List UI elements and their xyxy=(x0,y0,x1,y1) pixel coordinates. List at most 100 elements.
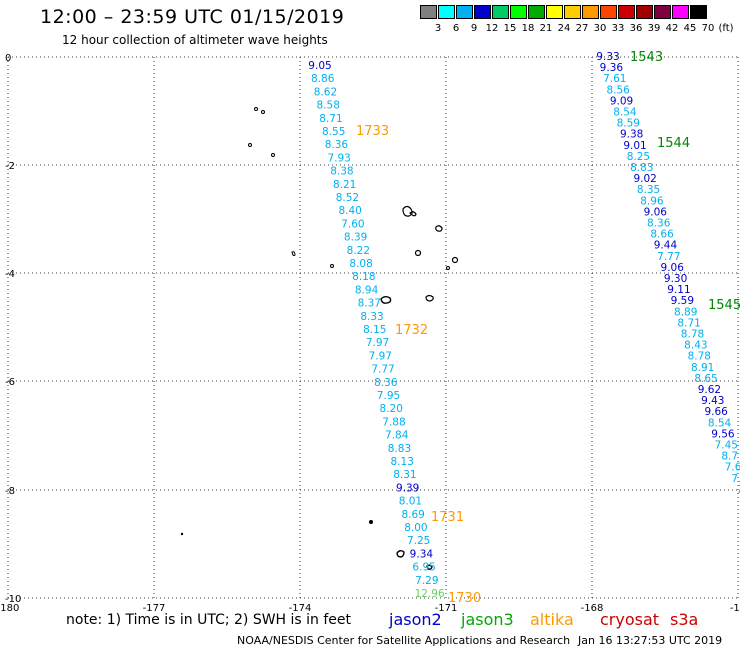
island-shape xyxy=(396,550,405,558)
wave-height-value: 8.69 xyxy=(401,509,424,521)
color-scale-label: 12 xyxy=(485,23,499,34)
wave-height-value: 9.09 xyxy=(610,95,633,107)
color-swatch xyxy=(618,5,635,19)
wave-height-value: 8.54 xyxy=(708,417,732,429)
wave-height-value: 9.02 xyxy=(633,173,656,185)
latitude-tick-label: -2 xyxy=(5,161,15,172)
wave-height-value: 8.13 xyxy=(391,456,414,468)
wave-height-value: 6.95 xyxy=(412,562,435,574)
wave-height-value: 8.78 xyxy=(688,351,711,363)
wave-height-value: 9.33 xyxy=(596,51,619,63)
wave-height-value: 8.65 xyxy=(694,373,717,385)
wave-height-value: 7.97 xyxy=(369,350,392,362)
color-swatch xyxy=(438,5,455,19)
wave-height-value: 8.43 xyxy=(684,340,707,352)
wave-height-value: 8.36 xyxy=(647,218,671,230)
color-scale-label: 70 xyxy=(701,23,715,34)
wave-height-value: 8.39 xyxy=(344,232,367,244)
wave-height-value: 7.95 xyxy=(377,390,400,402)
wave-height-value: 8.78 xyxy=(681,329,704,341)
wave-height-value: 7.25 xyxy=(407,535,430,547)
wave-height-value: 8.86 xyxy=(311,73,335,85)
color-swatch xyxy=(654,5,671,19)
color-swatch xyxy=(636,5,653,19)
color-scale-label: 3 xyxy=(434,23,442,34)
wave-height-value: 8.54 xyxy=(613,107,637,119)
color-scale-label: 15 xyxy=(503,23,517,34)
island-shape xyxy=(451,256,459,264)
wave-height-value: 8.36 xyxy=(374,377,398,389)
wave-height-value: 7. xyxy=(731,473,740,485)
wave-height-value: 9.34 xyxy=(410,548,434,560)
wave-height-value: 7.97 xyxy=(366,337,389,349)
island-shape xyxy=(271,153,275,157)
wave-height-value: 9.44 xyxy=(654,240,678,252)
wave-height-value: 9.06 xyxy=(644,206,668,218)
wave-height-value: 8.71 xyxy=(677,317,700,329)
island-shape xyxy=(446,266,450,270)
island-shape xyxy=(426,564,433,570)
color-scale-label: 6 xyxy=(452,23,460,34)
island-shape xyxy=(254,107,258,111)
color-scale-label: 45 xyxy=(683,23,697,34)
generated-timestamp: Jan 16 13:27:53 UTC 2019 xyxy=(578,634,723,647)
wave-height-value: 7.61 xyxy=(603,73,626,85)
wave-height-value: 9.11 xyxy=(667,284,690,296)
wave-height-value: 8.18 xyxy=(352,271,375,283)
wave-height-value: 8.7 xyxy=(721,451,738,463)
wave-height-value: 7.29 xyxy=(415,575,438,587)
longitude-tick-label: -16 xyxy=(730,603,740,614)
color-scale-label: 30 xyxy=(593,23,607,34)
pass-time-label: 1730 xyxy=(448,591,481,606)
legend-jason2: jason2 xyxy=(389,610,442,629)
wave-height-value: 8.20 xyxy=(380,403,403,415)
wave-height-value: 8.91 xyxy=(691,362,714,374)
wave-height-value: 8.35 xyxy=(637,184,660,196)
wave-height-value: 8.55 xyxy=(322,126,345,138)
wave-height-value: 8.83 xyxy=(630,162,653,174)
wave-height-value: 8.83 xyxy=(388,443,411,455)
wave-height-value: 8.89 xyxy=(674,306,697,318)
island-shape xyxy=(380,296,392,304)
wave-height-value: 8.58 xyxy=(317,100,340,112)
longitude-tick-label: -177 xyxy=(143,603,166,614)
color-scale-label: 21 xyxy=(539,23,553,34)
pass-time-label: 1544 xyxy=(657,136,690,151)
wave-height-value: 7 xyxy=(736,484,740,496)
wave-height-value: 9.66 xyxy=(704,406,728,418)
color-swatch xyxy=(528,5,545,19)
color-scale-label: 27 xyxy=(575,23,589,34)
island-shape xyxy=(180,532,184,536)
wave-height-value: 12.96 xyxy=(415,588,445,600)
island-shape xyxy=(369,520,373,524)
wave-height-value: 8.33 xyxy=(360,311,383,323)
wave-height-value: 8.36 xyxy=(325,139,349,151)
wave-height-value: 7.45 xyxy=(715,440,738,452)
graticule: -180 -177 -174 -171 -168 -16 0 -2 -4 -6 -8 -10 xyxy=(0,53,740,614)
pass-time-label: 1545 xyxy=(708,298,740,313)
wave-height-value: 7.6 xyxy=(725,462,740,474)
wave-height-value: 8.08 xyxy=(349,258,372,270)
latitude-tick-label: -8 xyxy=(5,486,15,497)
longitude-tick-label: -168 xyxy=(581,603,604,614)
color-scale-label: 42 xyxy=(665,23,679,34)
pass-time-label: 1732 xyxy=(395,323,428,338)
map-subtitle: 12 hour collection of altimeter wave hei… xyxy=(62,33,328,47)
island-outlines xyxy=(180,107,459,570)
credit-line: NOAA/NESDIS Center for Satellite Applica… xyxy=(237,634,571,647)
legend-s3a: s3a xyxy=(670,610,699,629)
island-shape xyxy=(402,205,413,217)
wave-height-value: 7.77 xyxy=(371,364,394,376)
latitude-tick-label: 0 xyxy=(5,53,11,64)
color-scale-label: 33 xyxy=(611,23,625,34)
wave-height-value: 8.00 xyxy=(404,522,427,534)
wave-height-value: 9.36 xyxy=(600,62,624,74)
longitude-tick-label: -174 xyxy=(289,603,312,614)
wave-height-value: 9.56 xyxy=(711,428,735,440)
wave-height-value: 8.38 xyxy=(330,166,353,178)
wave-height-value: 9.01 xyxy=(623,140,646,152)
wave-height-value: 9.39 xyxy=(396,482,419,494)
wave-height-value: 9.06 xyxy=(661,262,685,274)
wave-height-value: 7.88 xyxy=(382,416,405,428)
wave-height-value: 8.01 xyxy=(399,496,422,508)
